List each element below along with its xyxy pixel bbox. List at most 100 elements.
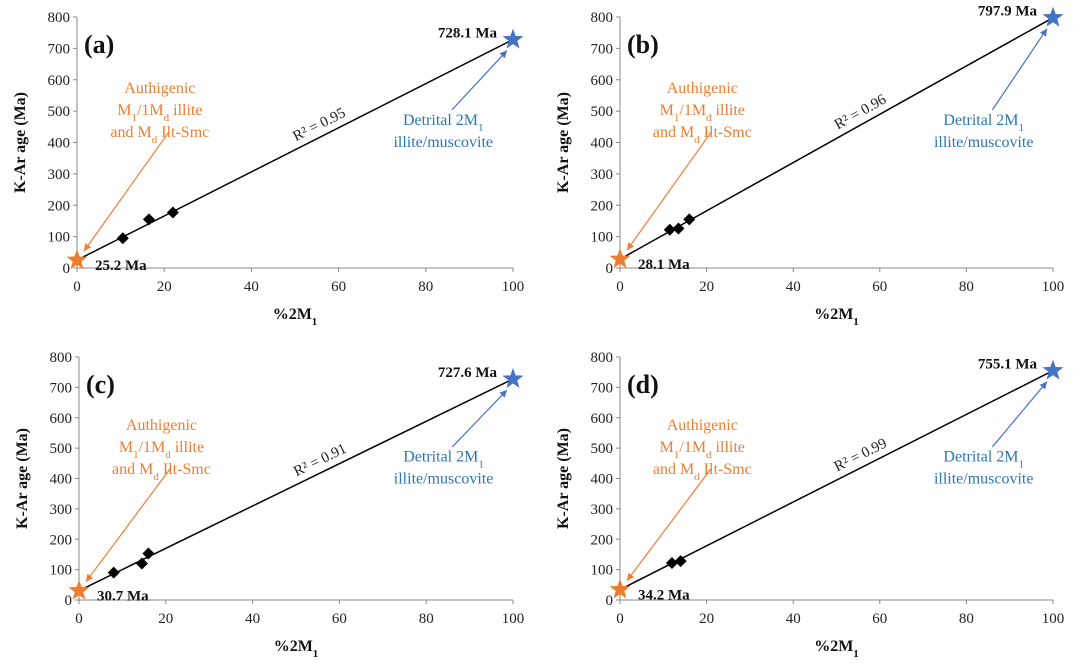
detrital-label-line2: illite/muscovite (934, 134, 1034, 151)
y-tick-label: 300 (50, 502, 73, 518)
y-tick-label: 400 (50, 472, 73, 488)
detrital-star-icon (502, 28, 524, 49)
x-tick-label: 20 (157, 279, 172, 295)
y-tick-label: 0 (606, 593, 614, 609)
chart-panel-a: 0 100 200 300 400 500 600 700 800 0 20 40 60 80 100 %2M… (12, 10, 524, 328)
authigenic-label-line2: M1/1Md illite (660, 439, 745, 461)
text-span: d (694, 134, 700, 146)
text-span: /1M (137, 102, 164, 119)
x-axis-title: %2M1 (274, 638, 319, 660)
y-axis-title: K-Ar age (Ma) (12, 92, 29, 193)
x-axis-title-subscript: 1 (853, 316, 859, 328)
x-tick-label: 100 (502, 611, 525, 627)
text-span: Ilt-Smc (700, 124, 752, 141)
x-axis-title-main: %2M (273, 306, 312, 323)
y-tick-label: 300 (591, 167, 614, 183)
authigenic-star-icon (609, 578, 631, 599)
text-span: 1 (674, 449, 680, 461)
x-tick-label: 100 (502, 279, 525, 295)
y-tick-label: 200 (591, 198, 614, 214)
text-span: Ilt-Smc (157, 124, 209, 141)
y-axis-title: K-Ar age (Ma) (555, 92, 572, 193)
sample-diamond-icon (107, 566, 120, 579)
y-tick-label: 400 (591, 136, 614, 152)
authigenic-label-line2: M1/1Md illite (117, 102, 202, 124)
x-axis-title-subscript: 1 (312, 316, 318, 328)
x-axis-title: %2M1 (814, 306, 859, 328)
text-span: 1 (1019, 458, 1025, 470)
sample-diamond-icon (663, 223, 676, 236)
authigenic-star-icon (609, 248, 631, 269)
y-tick-label: 800 (48, 10, 71, 26)
text-span: and M (653, 124, 694, 141)
text-span: 1 (478, 458, 484, 470)
x-tick-label: 100 (1042, 279, 1065, 295)
y-tick-label: 800 (50, 350, 73, 366)
x-axis-title: %2M1 (814, 638, 859, 660)
chart-panel-d: 0 100 200 300 400 500 600 700 800 0 20 40 60 80 100 %2M… (555, 350, 1064, 660)
text-span: illite (169, 102, 202, 119)
x-axis-title-subscript: 1 (313, 648, 319, 660)
y-tick-label: 400 (48, 136, 71, 152)
text-span: Ilt-Smc (700, 461, 752, 478)
x-axis-title-subscript: 1 (853, 648, 859, 660)
text-span: d (706, 112, 712, 124)
y-tick-label: 700 (591, 41, 614, 57)
y-tick-label: 500 (591, 104, 614, 120)
x-axis-title-main: %2M (274, 638, 313, 655)
authigenic-label-line3: and Md Ilt-Smc (112, 461, 211, 483)
authigenic-age-label: 30.7 Ma (97, 589, 149, 605)
text-span: 1 (1019, 122, 1025, 134)
text-span: and M (110, 124, 151, 141)
text-span: illite (712, 439, 745, 456)
y-tick-label: 200 (50, 532, 73, 548)
text-span: /1M (679, 439, 706, 456)
detrital-arrow (451, 389, 508, 448)
authigenic-label-line2: M1/1Md illite (660, 102, 745, 124)
sample-diamond-icon (166, 206, 179, 219)
authigenic-label-line2: M1/1Md illite (119, 439, 204, 461)
authigenic-label-line1: Authigenic (667, 80, 738, 97)
y-tick-label: 100 (50, 563, 73, 579)
text-span: /1M (139, 439, 166, 456)
sample-diamond-icon (674, 555, 687, 568)
y-tick-label: 500 (591, 441, 614, 457)
text-span: d (694, 471, 700, 483)
authigenic-arrow (83, 132, 170, 252)
detrital-age-label: 727.6 Ma (438, 365, 498, 381)
x-axis-title: %2M1 (273, 306, 318, 328)
authigenic-age-label: 28.1 Ma (638, 257, 690, 273)
authigenic-star-icon (68, 579, 90, 600)
y-tick-label: 0 (63, 261, 71, 277)
detrital-label-line1: Detrital 2M1 (943, 448, 1024, 470)
r-squared-label: R² = 0.91 (291, 441, 349, 480)
sample-diamond-icon (116, 232, 129, 245)
x-tick-label: 60 (332, 611, 347, 627)
x-tick-label: 80 (419, 611, 434, 627)
y-tick-label: 400 (591, 472, 614, 488)
y-tick-label: 600 (591, 411, 614, 427)
x-tick-label: 0 (75, 611, 83, 627)
panel-label: (d) (627, 370, 659, 399)
x-tick-label: 20 (699, 611, 714, 627)
x-axis-title-main: %2M (814, 306, 853, 323)
authigenic-label-line1: Authigenic (124, 80, 195, 97)
x-tick-label: 60 (872, 279, 887, 295)
y-tick-label: 600 (591, 73, 614, 89)
x-tick-label: 40 (245, 611, 260, 627)
text-span: M (119, 439, 133, 456)
authigenic-arrow (85, 468, 171, 583)
regression-line (619, 369, 1054, 591)
x-tick-label: 40 (244, 279, 259, 295)
detrital-age-label: 797.9 Ma (978, 4, 1038, 20)
authigenic-star-icon (66, 249, 88, 269)
sample-diamond-icon (665, 556, 678, 569)
detrital-star-icon (1042, 6, 1064, 27)
x-tick-label: 40 (786, 279, 801, 295)
y-tick-label: 200 (48, 198, 71, 214)
y-tick-label: 800 (591, 350, 614, 366)
authigenic-label-line1: Authigenic (667, 417, 738, 434)
detrital-arrow (451, 50, 508, 111)
detrital-label-line1: Detrital 2M1 (943, 112, 1024, 134)
